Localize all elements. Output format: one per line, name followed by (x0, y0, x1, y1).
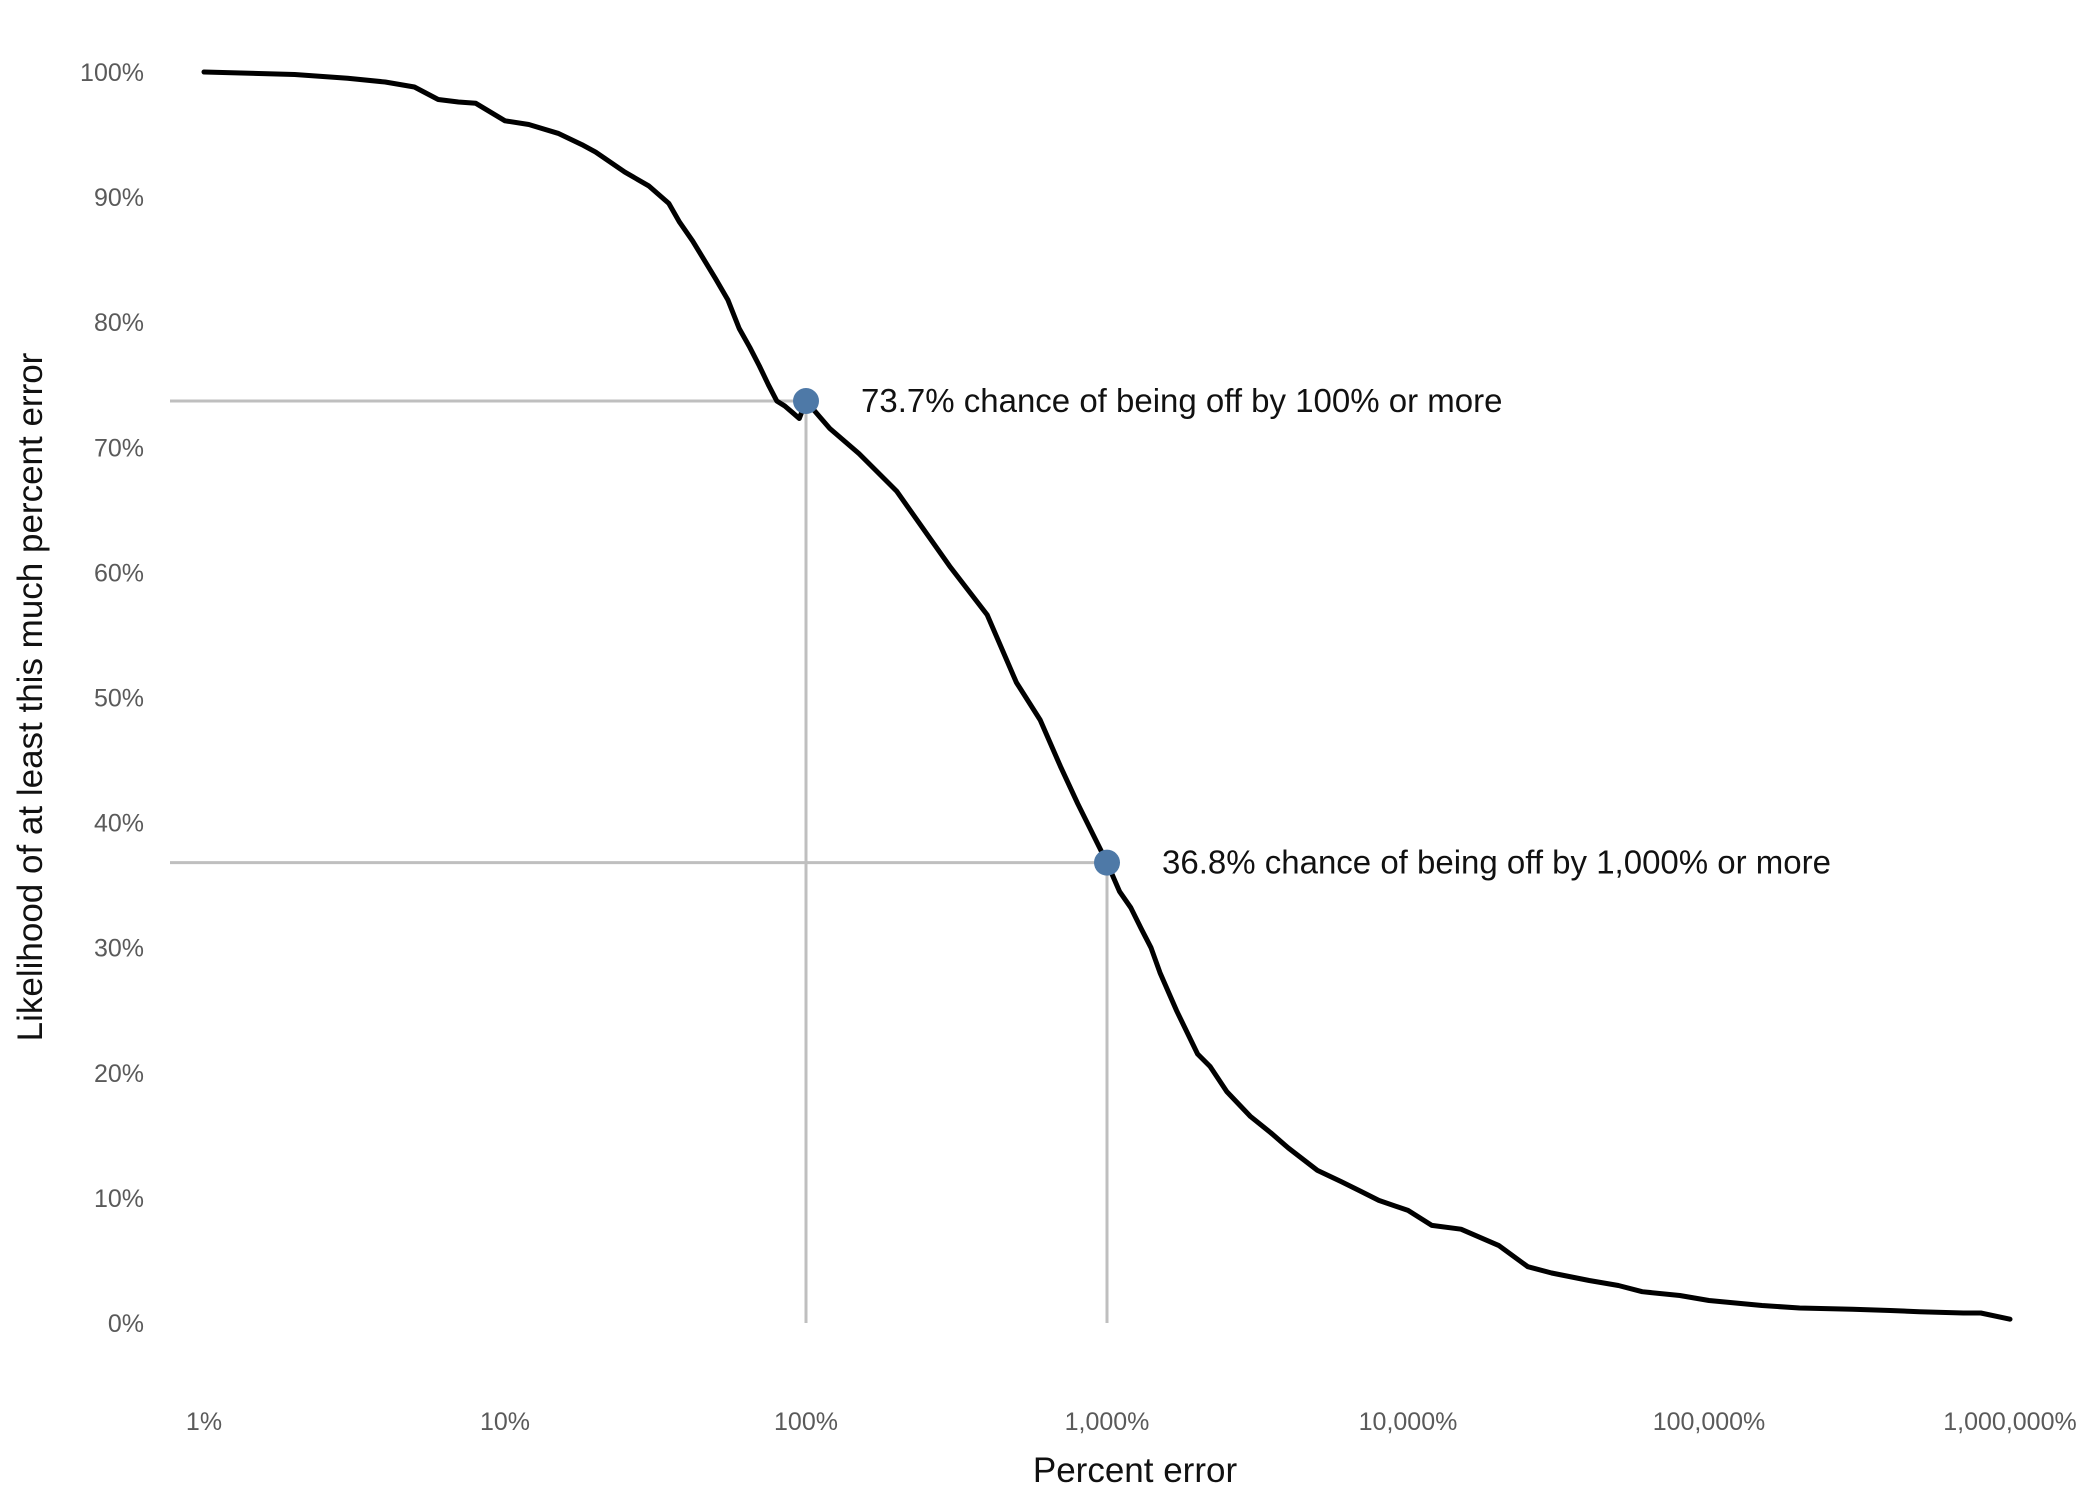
x-tick-label: 100% (774, 1408, 838, 1436)
reference-lines (170, 399, 1109, 1323)
y-tick-label: 0% (108, 1310, 144, 1338)
highlight-annotation: 73.7% chance of being off by 100% or mor… (861, 382, 1502, 419)
highlight-point (1094, 849, 1120, 876)
y-tick-label: 90% (94, 184, 144, 212)
x-axis-title: Percent error (1033, 1451, 1238, 1490)
y-tick-label: 20% (94, 1060, 144, 1088)
series-layer (201, 69, 2013, 1322)
x-tick-label: 1,000% (1065, 1408, 1150, 1436)
highlight-point (793, 388, 819, 415)
x-tick-label: 100,000% (1653, 1408, 1766, 1436)
x-tick-label: 1% (186, 1408, 222, 1436)
y-tick-label: 10% (94, 1185, 144, 1213)
x-tick-label: 10% (480, 1408, 530, 1436)
y-tick-label: 80% (94, 309, 144, 337)
series-line (201, 69, 2013, 1322)
y-tick-label: 60% (94, 559, 144, 587)
y-tick-label: 50% (94, 685, 144, 713)
x-tick-label: 10,000% (1359, 1408, 1458, 1436)
highlight-annotation: 36.8% chance of being off by 1,000% or m… (1162, 844, 1831, 881)
highlight-layer: 73.7% chance of being off by 100% or mor… (793, 382, 1831, 881)
y-tick-label: 40% (94, 810, 144, 838)
x-tick-label: 1,000,000% (1943, 1408, 2076, 1436)
y-tick-label: 70% (94, 434, 144, 462)
y-axis-tick-labels: 0% 10% 20% 30% 40% 50% 60% 70% 80% 90% 100% (80, 59, 144, 1338)
y-tick-label: 100% (80, 59, 144, 87)
y-axis-title: Likelihood of at least this much percent… (11, 352, 50, 1041)
x-axis-tick-labels: 1% 10% 100% 1,000% 10,000% 100,000% 1,000,000% (186, 1408, 2077, 1436)
y-tick-label: 30% (94, 935, 144, 963)
